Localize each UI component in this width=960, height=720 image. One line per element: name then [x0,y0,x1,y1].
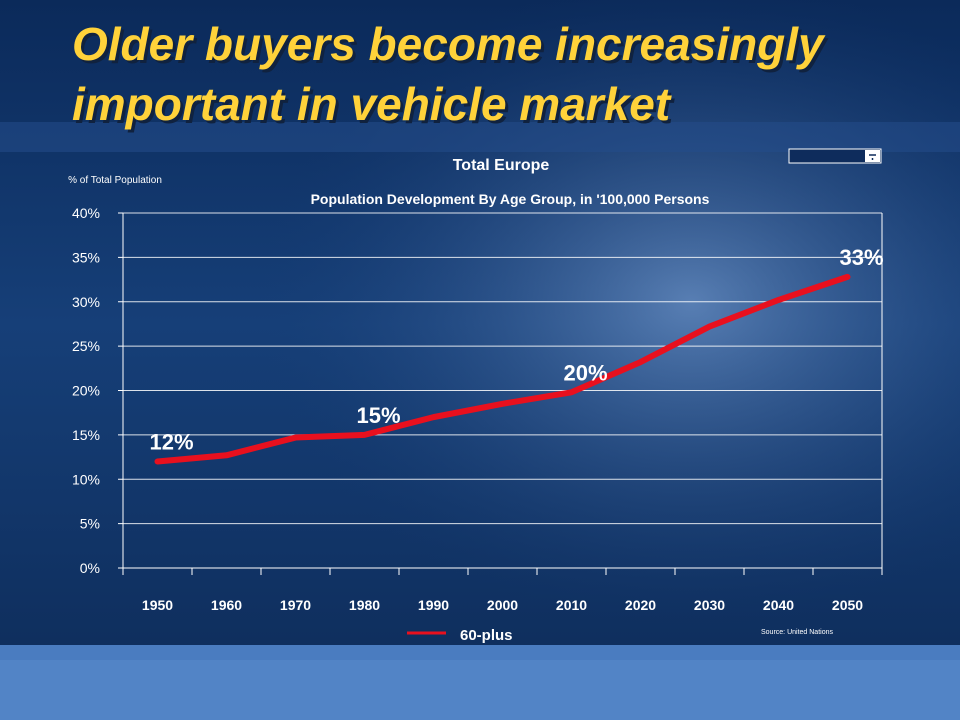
y-tick-label: 40% [72,205,100,221]
data-label: 15% [356,403,400,428]
slide-title: Older buyers become increasingly importa… [72,14,932,134]
data-point [293,435,298,440]
data-point [638,360,643,365]
source-note: Source: United Nations [761,629,833,636]
slide-title-line-2: important in vehicle market [72,78,671,130]
data-point [224,453,229,458]
plot-area: 0% 5% 10% 15% 20% 25% 30% 35% 40% 1950 1960 1970 198… [72,205,884,613]
x-tick-label: 1950 [142,597,173,613]
series-line-60-plus [154,273,851,465]
x-tick-label: 1980 [349,597,380,613]
x-tick-label: 2000 [487,597,518,613]
y-tick-label: 10% [72,471,100,487]
data-point [569,390,574,395]
data-point [500,401,505,406]
chart-subtitle: Population Development By Age Group, in … [311,191,710,207]
data-label: 33% [839,245,883,270]
x-tick-label: 2040 [763,597,794,613]
data-point [845,274,850,279]
y-tick-label: 0% [80,560,100,576]
data-point [707,324,712,329]
x-tick-label: 2020 [625,597,656,613]
data-label: 12% [149,430,193,455]
y-tick-label: 5% [80,516,100,532]
x-tick-label: 2030 [694,597,725,613]
data-point [776,297,781,302]
data-point [362,432,367,437]
y-axis-label: % of Total Population [68,175,162,186]
x-tick-label: 2010 [556,597,587,613]
x-tick-label: 1970 [280,597,311,613]
chart-title: Total Europe [453,157,550,174]
y-tick-label: 20% [72,383,100,399]
y-tick-label: 30% [72,294,100,310]
legend-label: 60-plus [460,627,513,644]
dropdown-widget[interactable] [788,148,882,164]
data-point [155,459,160,464]
y-tick-label: 25% [72,338,100,354]
y-tick-label: 15% [72,427,100,443]
data-label: 20% [563,360,607,385]
slide-title-line-1: Older buyers become increasingly [72,18,824,70]
x-tick-label: 1990 [418,597,449,613]
x-tick-label: 1960 [211,597,242,613]
y-tick-label: 35% [72,249,100,265]
x-tick-label: 2050 [832,597,863,613]
data-point [431,415,436,420]
